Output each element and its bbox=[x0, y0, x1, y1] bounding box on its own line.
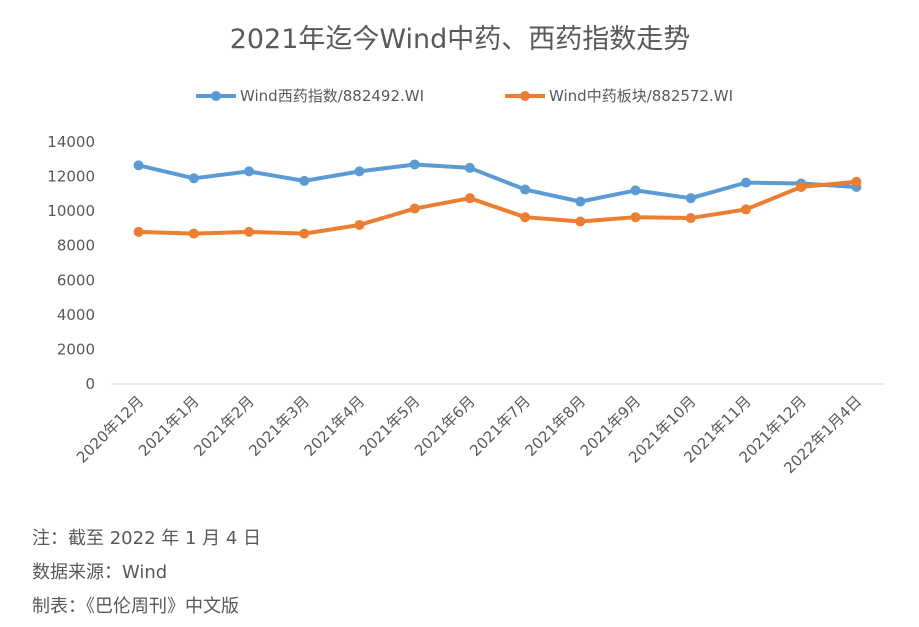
note-cutoff-date: 注：截至 2022 年 1 月 4 日 bbox=[32, 528, 262, 549]
data-point bbox=[299, 228, 310, 239]
data-point bbox=[409, 159, 420, 170]
data-point bbox=[244, 166, 255, 177]
data-point bbox=[464, 193, 475, 204]
y-tick-label: 12000 bbox=[47, 168, 95, 186]
data-point bbox=[851, 176, 862, 187]
data-point bbox=[520, 184, 531, 195]
data-point bbox=[188, 228, 199, 239]
data-point bbox=[685, 213, 696, 224]
data-point bbox=[133, 226, 144, 237]
data-point bbox=[464, 162, 475, 173]
series-line-2 bbox=[138, 179, 857, 236]
y-tick-label: 14000 bbox=[47, 133, 95, 151]
legend-swatch-marker bbox=[211, 91, 221, 101]
data-point bbox=[740, 177, 751, 188]
data-point bbox=[575, 196, 586, 207]
data-point bbox=[354, 219, 365, 230]
y-tick-label: 8000 bbox=[57, 237, 95, 255]
y-tick-label: 4000 bbox=[57, 306, 95, 324]
y-tick-label: 6000 bbox=[57, 271, 95, 289]
legend: Wind西药指数/882492.WI Wind中药板块/882572.WI bbox=[196, 87, 733, 105]
series-group bbox=[133, 159, 862, 239]
data-point bbox=[575, 216, 586, 227]
data-point bbox=[630, 212, 641, 223]
data-point bbox=[354, 166, 365, 177]
legend-label: Wind西药指数/882492.WI bbox=[240, 87, 424, 105]
note-data-source: 数据来源：Wind bbox=[32, 562, 168, 583]
data-point bbox=[244, 226, 255, 237]
y-axis: 0 2000 4000 6000 8000 10000 12000 14000 bbox=[47, 133, 95, 393]
data-point bbox=[685, 193, 696, 204]
data-point bbox=[630, 185, 641, 196]
x-axis: 2020年12月2021年1月2021年2月2021年3月2021年4月2021… bbox=[73, 392, 865, 477]
data-point bbox=[796, 181, 807, 192]
chart-title: 2021年迄今Wind中药、西药指数走势 bbox=[230, 24, 691, 55]
data-point bbox=[299, 175, 310, 186]
note-credit: 制表：《巴伦周刊》中文版 bbox=[32, 596, 239, 617]
data-point bbox=[133, 160, 144, 171]
data-point bbox=[520, 212, 531, 223]
y-tick-label: 0 bbox=[85, 375, 95, 393]
line-chart: 2021年迄今Wind中药、西药指数走势 Wind西药指数/882492.WI W… bbox=[47, 24, 884, 477]
legend-label: Wind中药板块/882572.WI bbox=[549, 87, 733, 105]
chart-notes: 注：截至 2022 年 1 月 4 日 数据来源：Wind 制表：《巴伦周刊》中… bbox=[32, 522, 261, 624]
data-point bbox=[740, 204, 751, 215]
data-point bbox=[409, 203, 420, 214]
series-line-1 bbox=[138, 162, 857, 204]
y-tick-label: 2000 bbox=[57, 340, 95, 358]
x-tick-label: 2020年12月 bbox=[73, 392, 147, 466]
legend-swatch-marker bbox=[520, 91, 530, 101]
y-tick-label: 10000 bbox=[47, 202, 95, 220]
data-point bbox=[188, 173, 199, 184]
